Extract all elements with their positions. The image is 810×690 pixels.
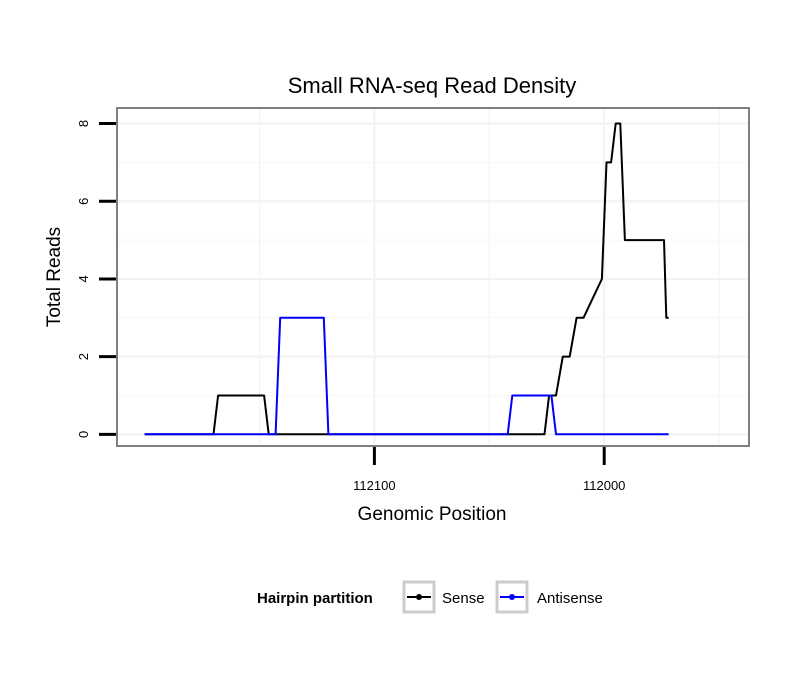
legend-label-antisense: Antisense: [537, 590, 603, 607]
y-tick-label: 2: [76, 353, 91, 360]
legend-dot-sense: [416, 594, 422, 600]
legend-dot-antisense: [509, 594, 515, 600]
y-tick-label: 0: [76, 431, 91, 438]
plot-border: [116, 107, 750, 447]
x-tick-label: 112100: [353, 478, 395, 493]
y-tick-label: 6: [76, 198, 91, 205]
y-tick-label: 8: [76, 120, 91, 127]
y-axis-title: Total Reads: [44, 227, 65, 327]
y-axis: 0 2 4 6 8: [76, 120, 117, 438]
legend-title: Hairpin partition: [257, 590, 373, 607]
grid: [117, 108, 749, 446]
y-tick-label: 4: [76, 275, 91, 282]
series-line-antisense: [144, 316, 669, 436]
legend-label-sense: Sense: [442, 590, 485, 607]
chart-title: Small RNA-seq Read Density: [288, 73, 577, 98]
series-group: [144, 122, 669, 436]
x-axis: 112100 112000: [353, 446, 625, 493]
series-line-sense: [144, 122, 669, 436]
x-axis-title: Genomic Position: [358, 504, 507, 525]
legend: Hairpin partition Sense Antisense: [257, 580, 603, 614]
x-tick-label: 112000: [583, 478, 625, 493]
